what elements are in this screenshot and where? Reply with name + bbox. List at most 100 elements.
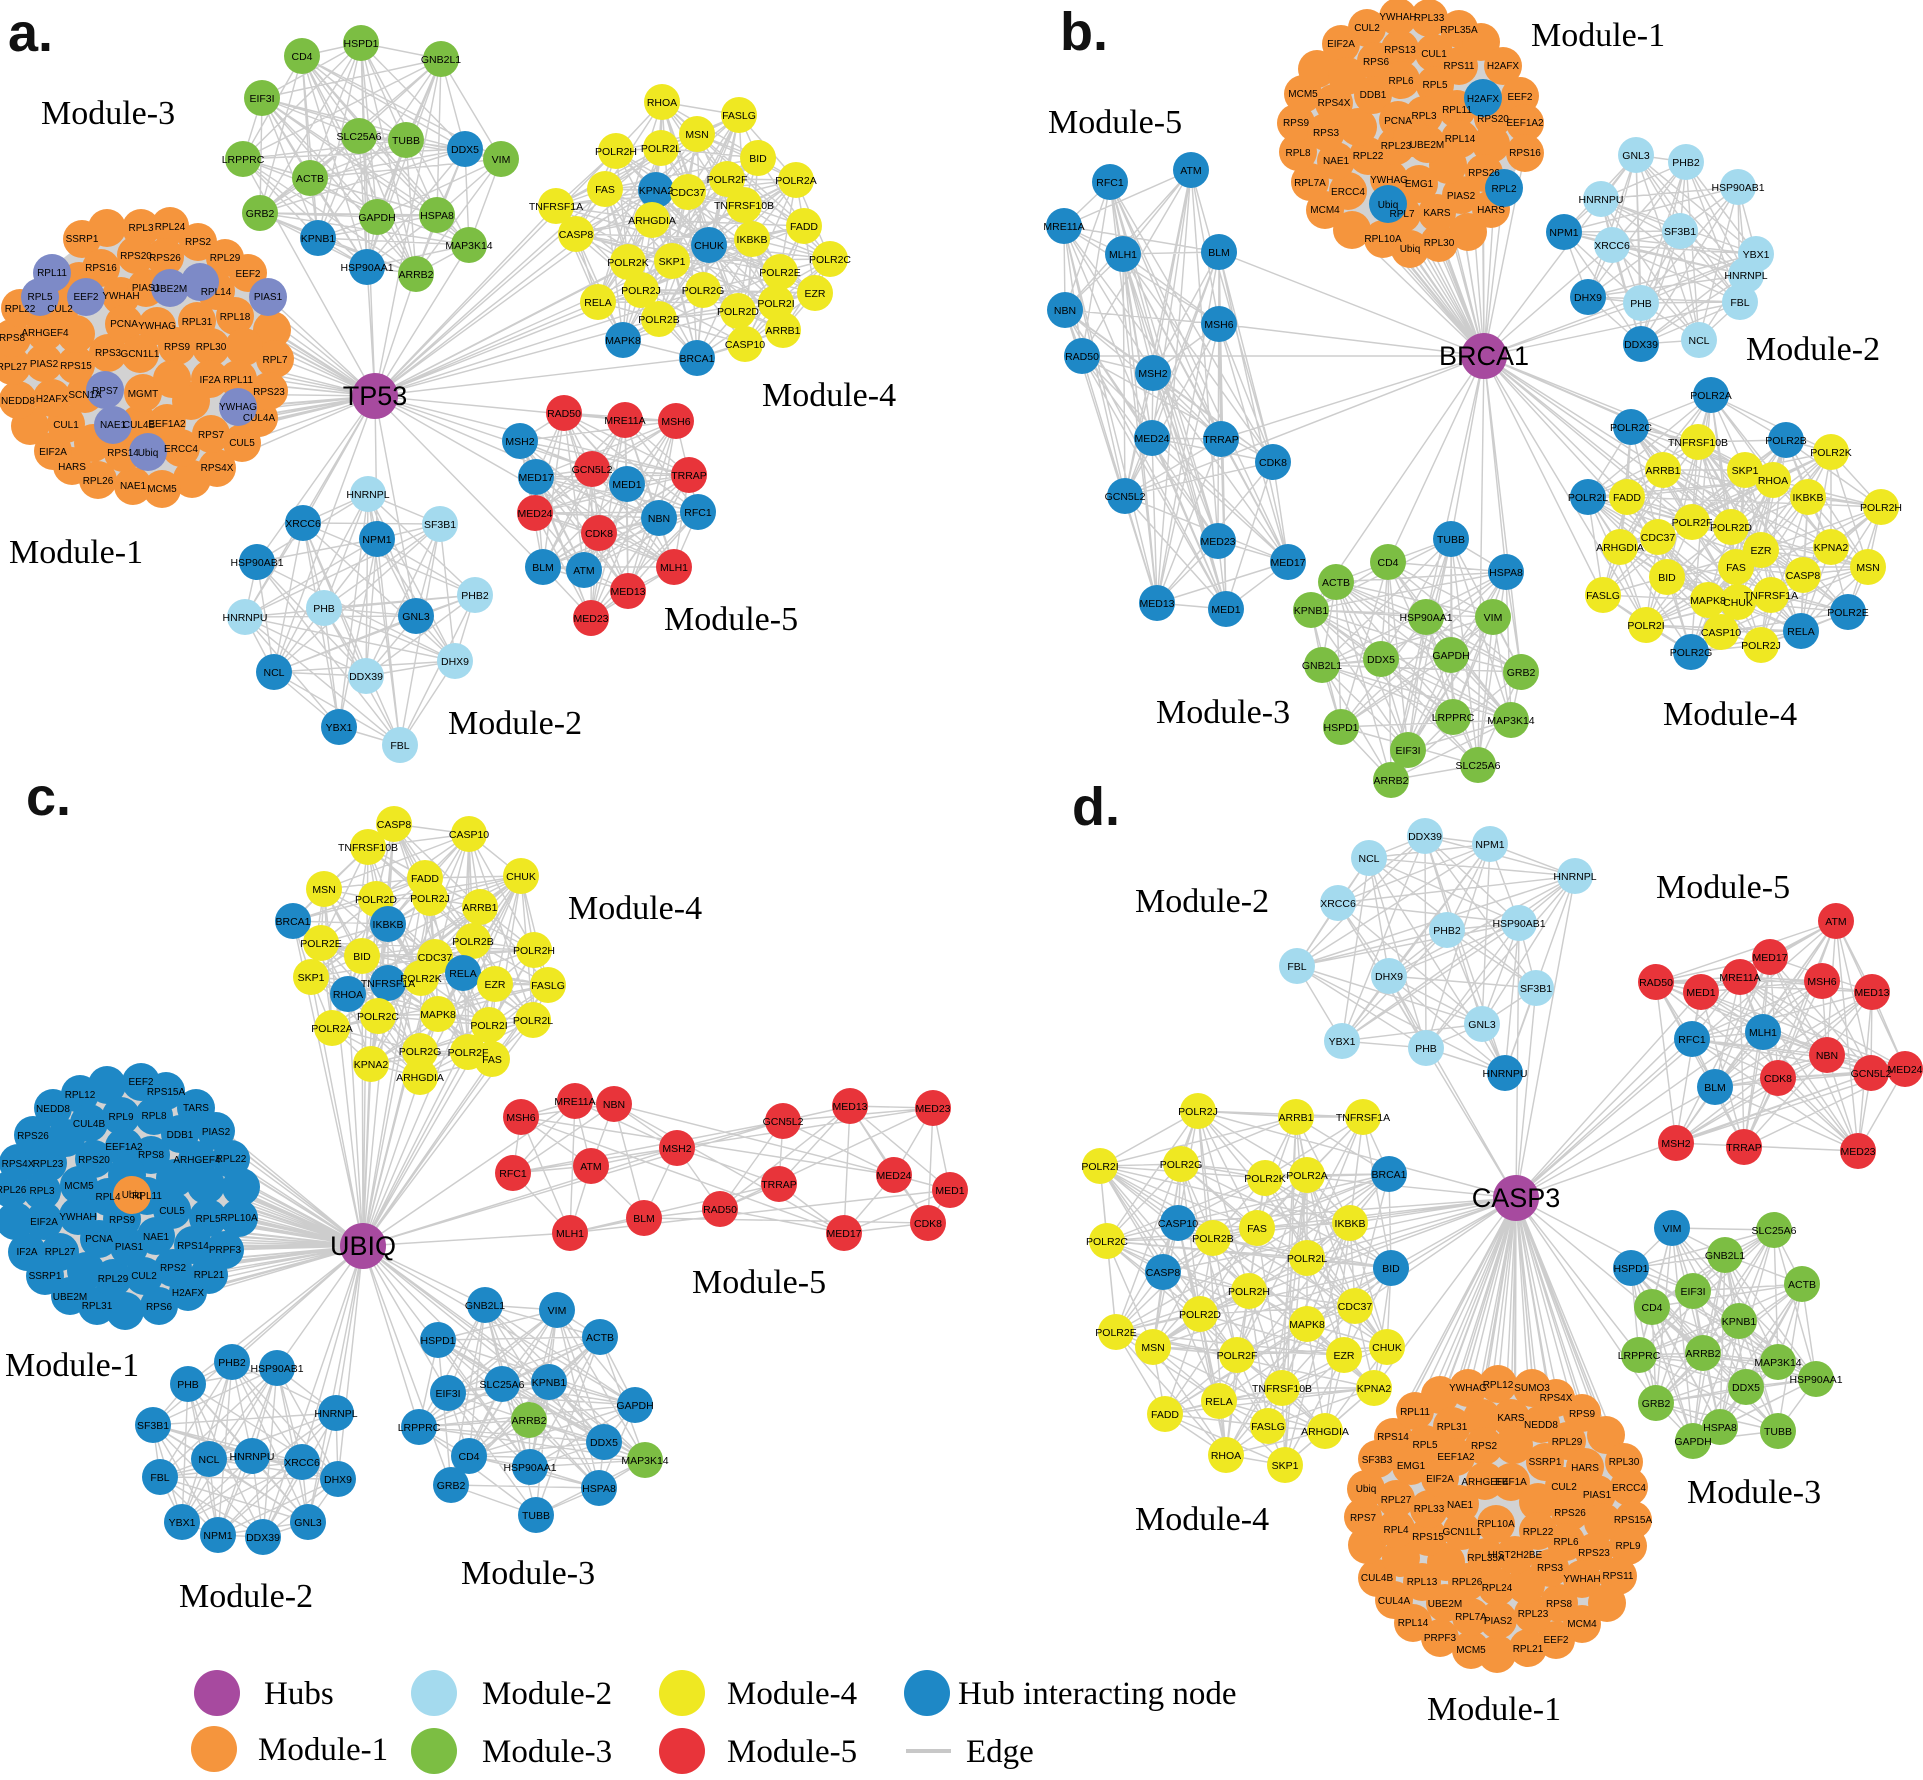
- svg-text:TUBB: TUBB: [1764, 1426, 1792, 1438]
- svg-text:MAP3K14: MAP3K14: [445, 240, 492, 252]
- svg-text:PHB: PHB: [313, 603, 335, 615]
- svg-text:FBL: FBL: [1287, 961, 1306, 973]
- svg-text:RPS9: RPS9: [1283, 118, 1310, 129]
- svg-text:MED24: MED24: [517, 508, 552, 520]
- svg-text:POLR2L: POLR2L: [1287, 1253, 1327, 1265]
- svg-text:ARRB1: ARRB1: [1645, 465, 1680, 477]
- svg-text:RPS23: RPS23: [1578, 1548, 1610, 1559]
- svg-text:ARRB1: ARRB1: [765, 325, 800, 337]
- svg-text:RPL8: RPL8: [1285, 148, 1310, 159]
- svg-text:RPL21: RPL21: [1513, 1644, 1544, 1655]
- svg-text:Module-3: Module-3: [482, 1734, 612, 1770]
- svg-text:b.: b.: [1060, 2, 1108, 62]
- svg-text:NEDD8: NEDD8: [1524, 1420, 1558, 1431]
- svg-text:MSH6: MSH6: [1204, 319, 1233, 331]
- svg-text:GRB2: GRB2: [1642, 1398, 1671, 1410]
- svg-text:HNRNPU: HNRNPU: [1483, 1068, 1528, 1080]
- svg-text:NBN: NBN: [603, 1099, 625, 1111]
- svg-text:CHUK: CHUK: [694, 240, 724, 252]
- svg-text:FAS: FAS: [1247, 1223, 1267, 1235]
- svg-text:EEF1A2: EEF1A2: [1506, 118, 1544, 129]
- svg-text:Module-4: Module-4: [1135, 1501, 1269, 1538]
- svg-text:MED13: MED13: [832, 1101, 867, 1113]
- svg-text:HSP90AB1: HSP90AB1: [1711, 182, 1764, 194]
- svg-text:Hub interacting node: Hub interacting node: [958, 1676, 1237, 1712]
- svg-text:YBX1: YBX1: [169, 1517, 196, 1529]
- svg-text:MAP3K14: MAP3K14: [1487, 715, 1534, 727]
- svg-text:RPL11: RPL11: [223, 375, 253, 386]
- svg-text:UBIQ: UBIQ: [330, 1231, 396, 1261]
- svg-text:ACTB: ACTB: [296, 173, 324, 185]
- svg-text:PIAS2: PIAS2: [1484, 1616, 1513, 1627]
- svg-text:DHX9: DHX9: [324, 1474, 352, 1486]
- svg-text:CUL4B: CUL4B: [1361, 1573, 1394, 1584]
- svg-text:RPL23: RPL23: [33, 1159, 64, 1170]
- svg-text:MRE11A: MRE11A: [604, 415, 645, 427]
- svg-text:GCN5L2: GCN5L2: [763, 1116, 804, 1128]
- svg-text:RPL3: RPL3: [29, 1186, 54, 1197]
- svg-text:POLR2H: POLR2H: [1860, 502, 1902, 514]
- svg-text:ACTB: ACTB: [1322, 577, 1350, 589]
- svg-text:RPL11: RPL11: [37, 268, 67, 279]
- svg-text:TRRAP: TRRAP: [671, 470, 707, 482]
- svg-text:HIST2H2BE: HIST2H2BE: [1488, 1550, 1543, 1561]
- svg-text:Module-5: Module-5: [692, 1264, 826, 1301]
- svg-text:DDX5: DDX5: [451, 144, 479, 156]
- svg-text:PHB2: PHB2: [1433, 925, 1461, 937]
- svg-text:CUL4A: CUL4A: [243, 413, 276, 424]
- svg-text:YBX1: YBX1: [1329, 1036, 1356, 1048]
- svg-text:CDC37: CDC37: [418, 952, 453, 964]
- svg-text:HSPD1: HSPD1: [1613, 1263, 1648, 1275]
- svg-text:GCN5L2: GCN5L2: [1105, 491, 1146, 503]
- svg-text:ARHGEF4: ARHGEF4: [21, 328, 69, 339]
- svg-text:ARRB1: ARRB1: [462, 902, 497, 914]
- svg-text:RPL33: RPL33: [1414, 1504, 1445, 1515]
- svg-text:RPL27: RPL27: [0, 362, 28, 373]
- svg-text:RPL12: RPL12: [1483, 1380, 1514, 1391]
- svg-text:ATM: ATM: [580, 1161, 601, 1173]
- svg-text:RPS6: RPS6: [1363, 57, 1390, 68]
- svg-text:TUBB: TUBB: [1437, 534, 1465, 546]
- svg-text:ACTB: ACTB: [1788, 1279, 1816, 1291]
- svg-text:TNFRSF10B: TNFRSF10B: [1252, 1383, 1312, 1395]
- svg-text:POLR2B: POLR2B: [638, 314, 679, 326]
- svg-text:POLR2E: POLR2E: [759, 267, 800, 279]
- svg-text:PHB: PHB: [1415, 1043, 1437, 1055]
- svg-text:HSPA8: HSPA8: [1489, 567, 1523, 579]
- svg-text:POLR2L: POLR2L: [1568, 492, 1608, 504]
- svg-text:NPM1: NPM1: [1475, 839, 1504, 851]
- svg-text:EEF2: EEF2: [235, 269, 260, 280]
- svg-text:RPL29: RPL29: [210, 253, 241, 264]
- svg-text:RPS4X: RPS4X: [201, 463, 234, 474]
- svg-text:POLR2D: POLR2D: [1710, 522, 1752, 534]
- svg-text:RFC1: RFC1: [499, 1168, 527, 1180]
- svg-text:VIM: VIM: [1663, 1223, 1682, 1235]
- svg-text:RPL10A: RPL10A: [1364, 234, 1402, 245]
- svg-text:RPL22: RPL22: [5, 304, 36, 315]
- svg-text:RPS9: RPS9: [1569, 1409, 1596, 1420]
- svg-text:RPL22: RPL22: [1523, 1527, 1554, 1538]
- svg-text:MCM4: MCM4: [1310, 205, 1340, 216]
- svg-text:RPS3: RPS3: [95, 348, 122, 359]
- svg-text:POLR2G: POLR2G: [1670, 647, 1713, 659]
- svg-text:RPL9: RPL9: [1615, 1541, 1640, 1552]
- svg-text:POLR2A: POLR2A: [1690, 390, 1731, 402]
- svg-text:RPS13: RPS13: [1384, 45, 1416, 56]
- svg-text:RPS15A: RPS15A: [147, 1087, 186, 1098]
- svg-text:RPS26: RPS26: [17, 1131, 49, 1142]
- svg-text:MSH6: MSH6: [661, 416, 690, 428]
- svg-text:BLM: BLM: [633, 1213, 655, 1225]
- svg-text:HSP90AA1: HSP90AA1: [340, 262, 393, 274]
- svg-text:PHB: PHB: [1630, 298, 1652, 310]
- svg-text:NCL: NCL: [1358, 853, 1379, 865]
- svg-text:FAS: FAS: [1726, 562, 1746, 574]
- svg-text:MSN: MSN: [1141, 1342, 1164, 1354]
- svg-text:GNL3: GNL3: [402, 611, 430, 623]
- svg-text:RPS14: RPS14: [1377, 1432, 1409, 1443]
- svg-text:CD4: CD4: [1641, 1302, 1662, 1314]
- svg-text:CASP10: CASP10: [1158, 1218, 1198, 1230]
- svg-text:CUL1: CUL1: [53, 420, 79, 431]
- svg-text:GAPDH: GAPDH: [1674, 1436, 1711, 1448]
- svg-text:BLM: BLM: [532, 562, 554, 574]
- svg-text:d.: d.: [1072, 777, 1120, 837]
